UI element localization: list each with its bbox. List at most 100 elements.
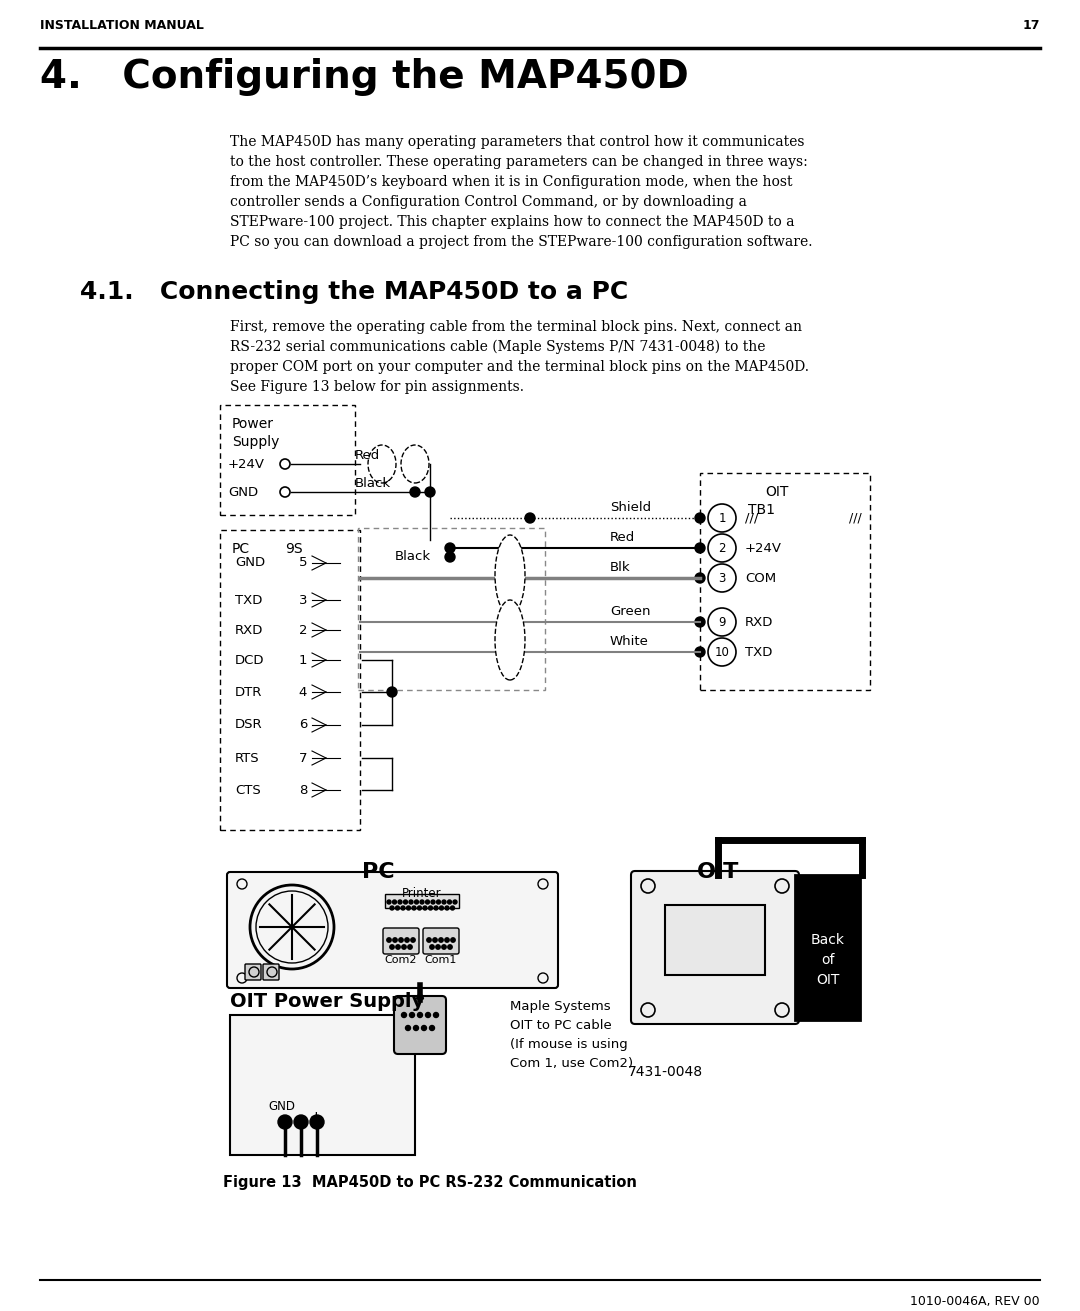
Circle shape	[418, 1012, 422, 1017]
Text: CTS: CTS	[235, 784, 260, 797]
Circle shape	[445, 937, 449, 943]
Text: OIT: OIT	[697, 863, 739, 882]
Circle shape	[427, 937, 431, 943]
Text: Power: Power	[232, 417, 274, 431]
Text: White: White	[610, 635, 649, 648]
Circle shape	[395, 945, 401, 949]
Text: OIT: OIT	[816, 973, 839, 987]
Circle shape	[395, 906, 400, 910]
Text: 10: 10	[715, 645, 729, 658]
Text: PC: PC	[362, 863, 394, 882]
FancyBboxPatch shape	[631, 871, 799, 1024]
Circle shape	[420, 899, 424, 905]
FancyBboxPatch shape	[264, 964, 279, 981]
Circle shape	[405, 1025, 410, 1030]
Circle shape	[431, 899, 435, 905]
Text: Supply: Supply	[232, 435, 280, 448]
Circle shape	[387, 937, 391, 943]
Circle shape	[434, 906, 438, 910]
Circle shape	[696, 617, 705, 627]
Circle shape	[450, 937, 455, 943]
Circle shape	[429, 906, 432, 910]
Circle shape	[411, 906, 416, 910]
Text: of: of	[821, 953, 835, 968]
Circle shape	[447, 899, 451, 905]
Text: OIT: OIT	[765, 485, 788, 499]
Text: +24V: +24V	[745, 541, 782, 555]
Circle shape	[423, 906, 427, 910]
Text: 17: 17	[1023, 18, 1040, 31]
Text: Printer: Printer	[402, 888, 442, 899]
Circle shape	[426, 899, 430, 905]
Circle shape	[448, 945, 453, 949]
Circle shape	[405, 937, 409, 943]
Circle shape	[442, 899, 446, 905]
Circle shape	[440, 906, 444, 910]
Circle shape	[430, 1025, 434, 1030]
Circle shape	[696, 513, 705, 523]
Text: from the MAP450D’s keyboard when it is in Configuration mode, when the host: from the MAP450D’s keyboard when it is i…	[230, 174, 793, 189]
Text: Com1: Com1	[424, 954, 457, 965]
Circle shape	[445, 543, 455, 553]
FancyBboxPatch shape	[423, 928, 459, 954]
Text: STEPware-100 project. This chapter explains how to connect the MAP450D to a: STEPware-100 project. This chapter expla…	[230, 215, 795, 229]
Circle shape	[696, 573, 705, 583]
Text: Blk: Blk	[610, 561, 631, 574]
Bar	[384, 894, 459, 909]
Circle shape	[387, 687, 397, 697]
Circle shape	[294, 1114, 308, 1129]
Text: GND: GND	[235, 556, 265, 569]
Circle shape	[415, 899, 419, 905]
Circle shape	[445, 906, 449, 910]
Text: TB1: TB1	[748, 503, 775, 517]
Bar	[700, 473, 870, 690]
Circle shape	[450, 906, 455, 910]
Text: RS-232 serial communications cable (Maple Systems P/N 7431-0048) to the: RS-232 serial communications cable (Mapl…	[230, 340, 766, 354]
Text: DCD: DCD	[235, 653, 265, 666]
Text: 2: 2	[718, 541, 726, 555]
Text: Back: Back	[811, 933, 845, 947]
Text: ///: ///	[745, 511, 758, 524]
Text: ///: ///	[849, 511, 862, 524]
Text: 5: 5	[298, 556, 307, 569]
Circle shape	[410, 937, 415, 943]
Text: TXD: TXD	[745, 645, 772, 658]
Text: DTR: DTR	[235, 686, 262, 699]
Bar	[220, 405, 355, 515]
Circle shape	[401, 906, 405, 910]
Text: 4.1.   Connecting the MAP450D to a PC: 4.1. Connecting the MAP450D to a PC	[80, 281, 629, 304]
Circle shape	[392, 899, 396, 905]
Text: Figure 13  MAP450D to PC RS-232 Communication: Figure 13 MAP450D to PC RS-232 Communica…	[224, 1175, 637, 1190]
Text: GND: GND	[269, 1100, 296, 1113]
Text: 4: 4	[299, 686, 307, 699]
Text: RTS: RTS	[235, 751, 259, 764]
Text: PC: PC	[232, 541, 251, 556]
Circle shape	[436, 945, 441, 949]
Text: 8: 8	[299, 784, 307, 797]
Circle shape	[421, 1025, 427, 1030]
Circle shape	[406, 906, 410, 910]
Circle shape	[445, 552, 455, 562]
Text: 1: 1	[718, 511, 726, 524]
Text: 9: 9	[718, 615, 726, 628]
Circle shape	[418, 906, 421, 910]
Circle shape	[390, 945, 394, 949]
Circle shape	[453, 899, 457, 905]
Circle shape	[404, 899, 407, 905]
Text: 2: 2	[298, 624, 307, 637]
Text: PC so you can download a project from the STEPware-100 configuration software.: PC so you can download a project from th…	[230, 235, 812, 249]
Text: OIT to PC cable: OIT to PC cable	[510, 1019, 611, 1032]
Text: Red: Red	[610, 531, 635, 544]
Text: RXD: RXD	[235, 624, 264, 637]
Circle shape	[393, 937, 397, 943]
FancyBboxPatch shape	[227, 872, 558, 988]
Circle shape	[438, 937, 443, 943]
Circle shape	[410, 486, 420, 497]
Circle shape	[387, 899, 391, 905]
FancyBboxPatch shape	[394, 996, 446, 1054]
Text: INSTALLATION MANUAL: INSTALLATION MANUAL	[40, 18, 204, 31]
Circle shape	[402, 945, 406, 949]
Circle shape	[402, 1012, 406, 1017]
Circle shape	[442, 945, 446, 949]
Text: Black: Black	[395, 549, 431, 562]
